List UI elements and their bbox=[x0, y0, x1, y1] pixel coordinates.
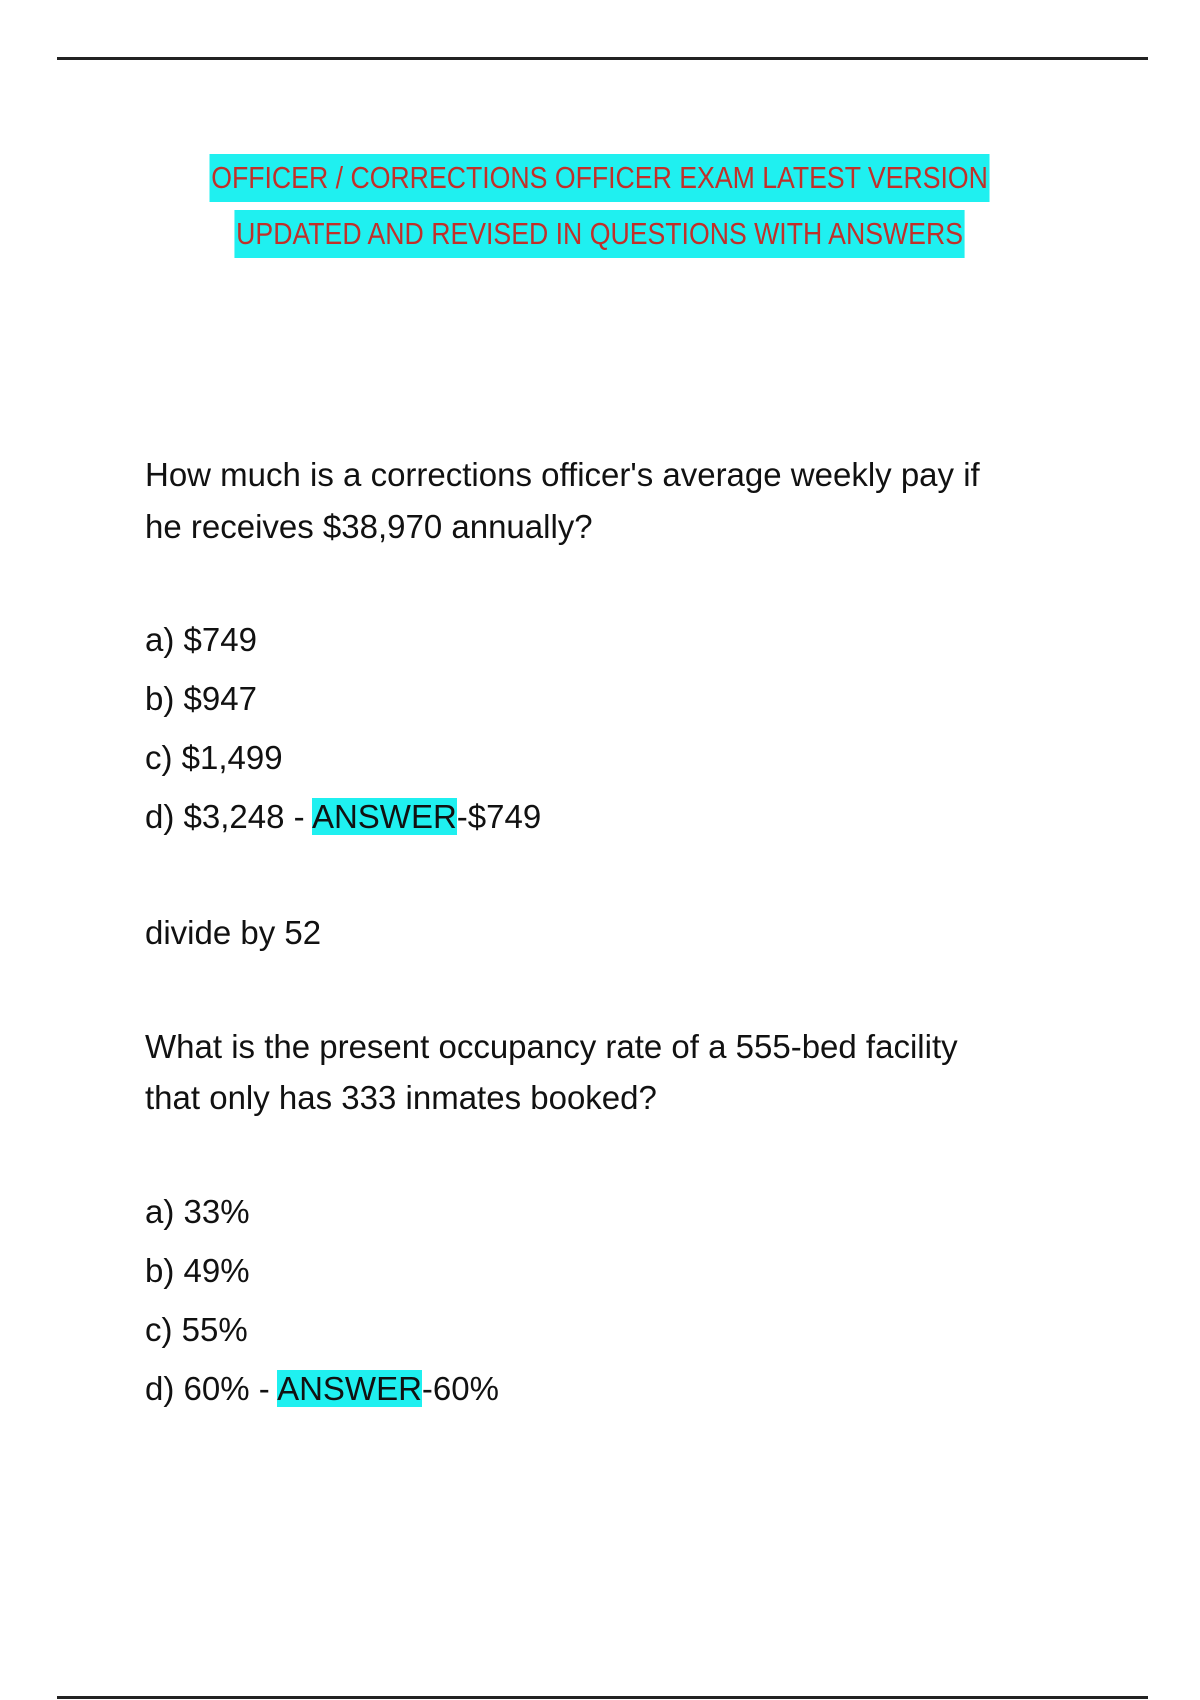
footer-rule bbox=[57, 1696, 1148, 1699]
header-rule bbox=[57, 57, 1148, 60]
question-1-option-c: c) $1,499 bbox=[145, 739, 283, 776]
question-2-option-a: a) 33% bbox=[145, 1193, 250, 1230]
answer-value: -$749 bbox=[456, 798, 542, 835]
document-title-line-1: OFFICER / CORRECTIONS OFFICER EXAM LATES… bbox=[0, 154, 1200, 202]
answer-value: -60% bbox=[421, 1370, 499, 1407]
question-1-option-a: a) $749 bbox=[145, 621, 257, 658]
question-2-option-d: d) 60% - ANSWER-60% bbox=[145, 1369, 499, 1409]
title-highlight: UPDATED AND REVISED IN QUESTIONS WITH AN… bbox=[234, 210, 966, 258]
question-2-line-2: that only has 333 inmates booked? bbox=[145, 1079, 657, 1116]
title-highlight: OFFICER / CORRECTIONS OFFICER EXAM LATES… bbox=[209, 154, 991, 202]
document-title-line-2: UPDATED AND REVISED IN QUESTIONS WITH AN… bbox=[0, 210, 1200, 258]
answer-label: ANSWER bbox=[277, 1370, 422, 1407]
question-1-option-b: b) $947 bbox=[145, 680, 257, 717]
answer-label: ANSWER bbox=[311, 798, 457, 835]
question-2-option-b: b) 49% bbox=[145, 1252, 250, 1289]
option-d-text: d) $3,248 - bbox=[145, 798, 312, 835]
question-1-line-1: How much is a corrections officer's aver… bbox=[145, 456, 980, 493]
question-1-line-2: he receives $38,970 annually? bbox=[145, 508, 593, 545]
question-1-option-d: d) $3,248 - ANSWER-$749 bbox=[145, 797, 541, 837]
question-2-option-c: c) 55% bbox=[145, 1311, 248, 1348]
option-d-text: d) 60% - bbox=[145, 1370, 278, 1407]
question-2-line-1: What is the present occupancy rate of a … bbox=[145, 1028, 958, 1065]
question-1-explanation: divide by 52 bbox=[145, 914, 322, 951]
